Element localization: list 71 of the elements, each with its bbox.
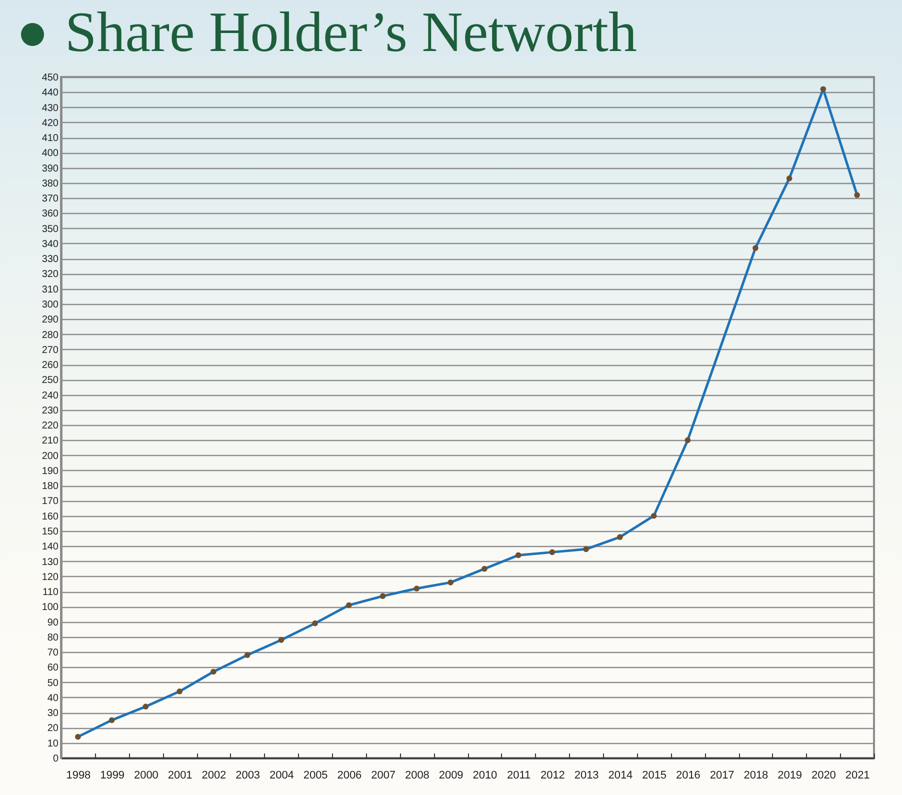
chart-title: Share Holder’s Networth <box>65 1 637 64</box>
y-tick-label: 450 <box>42 72 59 84</box>
y-tick-label: 390 <box>42 163 59 174</box>
x-tick-label: 2006 <box>337 770 362 782</box>
y-tick-label: 10 <box>47 738 59 750</box>
y-tick-label: 100 <box>42 602 59 614</box>
y-tick-label: 260 <box>42 360 59 372</box>
y-tick-label: 90 <box>47 617 59 628</box>
x-tick-label: 2001 <box>168 770 192 782</box>
y-tick-label: 20 <box>47 723 59 734</box>
x-tick-label: 2019 <box>778 770 802 782</box>
x-tick-label: 2000 <box>134 770 158 782</box>
y-tick-label: 350 <box>42 224 59 235</box>
y-tick-label: 0 <box>52 754 59 764</box>
y-tick-label: 110 <box>42 587 59 598</box>
x-tick-label: 2017 <box>710 770 734 782</box>
y-tick-label: 130 <box>42 556 59 568</box>
x-tick-label: 2010 <box>472 770 498 782</box>
x-tick-label: 2008 <box>404 770 430 782</box>
y-tick-label: 440 <box>42 88 59 99</box>
x-tick-label: 2011 <box>506 770 531 782</box>
x-tick-label: 2014 <box>608 770 633 782</box>
y-tick-label: 320 <box>42 269 59 280</box>
x-tick-label: 1998 <box>66 770 91 782</box>
y-tick-label: 380 <box>42 178 59 190</box>
y-tick-label: 230 <box>42 405 59 416</box>
x-tick-label: 2003 <box>236 770 260 782</box>
x-tick-label: 2002 <box>202 770 226 782</box>
y-tick-label: 60 <box>47 662 59 674</box>
x-tick-label: 2016 <box>676 770 700 782</box>
y-tick-label: 420 <box>42 118 59 129</box>
x-tick-label: 2013 <box>574 770 599 782</box>
x-tick-label: 2012 <box>540 770 565 782</box>
y-tick-label: 210 <box>42 436 59 447</box>
x-tick-label: 2020 <box>811 770 836 782</box>
y-tick-label: 310 <box>42 284 59 296</box>
y-tick-label: 330 <box>42 254 59 266</box>
x-tick-label: 2007 <box>371 770 396 782</box>
y-tick-label: 290 <box>42 314 59 326</box>
y-tick-label: 200 <box>42 450 59 462</box>
x-tick-label: 2021 <box>845 770 870 782</box>
y-tick-label: 140 <box>42 542 59 553</box>
y-tick-label: 170 <box>42 496 59 508</box>
y-tick-label: 360 <box>42 208 59 220</box>
y-tick-label: 150 <box>42 526 59 538</box>
y-tick-label: 40 <box>47 692 59 704</box>
y-tick-label: 410 <box>42 133 59 144</box>
x-tick-label: 2015 <box>642 770 667 782</box>
y-tick-label: 190 <box>42 466 59 477</box>
y-tick-label: 370 <box>42 194 59 205</box>
x-tick-label: 2009 <box>438 770 464 782</box>
y-tick-label: 180 <box>42 481 59 492</box>
y-tick-label: 160 <box>42 511 59 522</box>
y-tick-label: 430 <box>42 102 59 114</box>
x-tick-label: 2004 <box>269 770 294 782</box>
y-tick-label: 50 <box>47 678 59 689</box>
y-tick-label: 80 <box>47 632 59 644</box>
y-tick-label: 280 <box>42 330 59 341</box>
y-tick-label: 250 <box>42 375 59 386</box>
y-tick-label: 70 <box>47 648 59 659</box>
y-tick-label: 240 <box>42 390 59 402</box>
x-tick-label: 1999 <box>100 770 125 782</box>
y-tick-label: 300 <box>42 300 59 310</box>
y-tick-label: 220 <box>42 420 59 432</box>
y-tick-label: 340 <box>42 238 59 250</box>
x-tick-label: 2018 <box>744 770 768 782</box>
y-tick-label: 30 <box>47 708 59 720</box>
y-tick-label: 120 <box>42 572 59 583</box>
x-tick-label: 2005 <box>303 770 328 782</box>
y-tick-label: 270 <box>42 344 59 356</box>
y-tick-label: 400 <box>42 148 59 160</box>
